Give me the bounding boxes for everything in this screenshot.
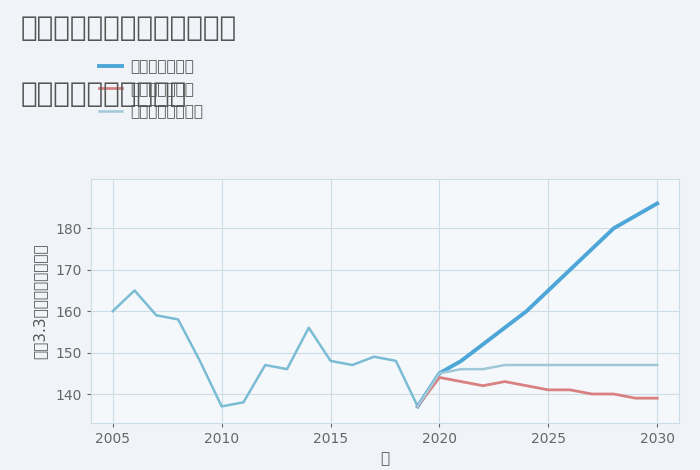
Legend: グッドシナリオ, バッドシナリオ, ノーマルシナリオ: グッドシナリオ, バッドシナリオ, ノーマルシナリオ [99,59,204,119]
X-axis label: 年: 年 [380,452,390,467]
Y-axis label: 坪（3.3㎡）単価（万円）: 坪（3.3㎡）単価（万円） [32,243,47,359]
Text: 神奈川県川崎市高津区溝口の: 神奈川県川崎市高津区溝口の [21,14,237,42]
Text: 中古戸建ての価格推移: 中古戸建ての価格推移 [21,80,188,108]
